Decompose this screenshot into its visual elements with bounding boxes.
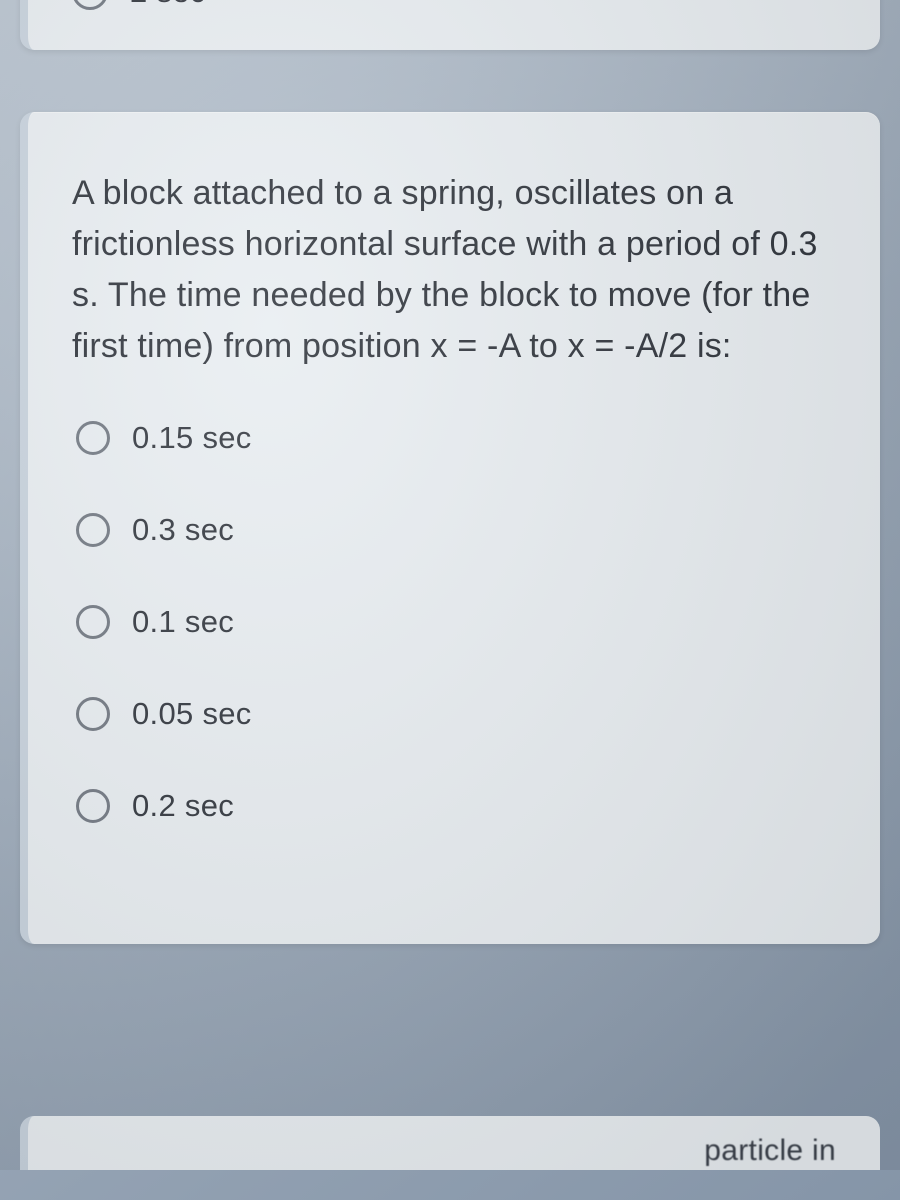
option-4[interactable]: 0.2 sec — [76, 788, 836, 824]
next-card-peek-text: particle in — [72, 1134, 836, 1168]
radio-unchecked-icon — [76, 697, 110, 731]
option-label: 0.1 sec — [132, 604, 234, 640]
radio-unchecked-icon — [76, 513, 110, 547]
option-2[interactable]: 0.1 sec — [76, 604, 836, 640]
prev-option[interactable]: 2 sec — [72, 0, 836, 10]
option-label: 0.3 sec — [132, 512, 234, 548]
card-gap — [0, 50, 900, 112]
radio-unchecked-icon — [76, 421, 110, 455]
previous-question-card-fragment: 2 sec — [20, 0, 880, 50]
prev-option-label: 2 sec — [130, 0, 206, 10]
question-card: A block attached to a spring, oscillates… — [20, 112, 880, 944]
option-label: 0.2 sec — [132, 788, 234, 824]
option-label: 0.15 sec — [132, 420, 252, 456]
option-0[interactable]: 0.15 sec — [76, 420, 836, 456]
option-3[interactable]: 0.05 sec — [76, 696, 836, 732]
radio-unchecked-icon — [76, 789, 110, 823]
options-group: 0.15 sec 0.3 sec 0.1 sec 0.05 sec 0.2 se… — [72, 420, 836, 824]
question-text: A block attached to a spring, oscillates… — [72, 168, 836, 372]
option-label: 0.05 sec — [132, 696, 252, 732]
next-question-card-fragment: particle in — [20, 1116, 880, 1170]
radio-unchecked-icon — [76, 605, 110, 639]
radio-unchecked-icon — [72, 0, 108, 10]
option-1[interactable]: 0.3 sec — [76, 512, 836, 548]
